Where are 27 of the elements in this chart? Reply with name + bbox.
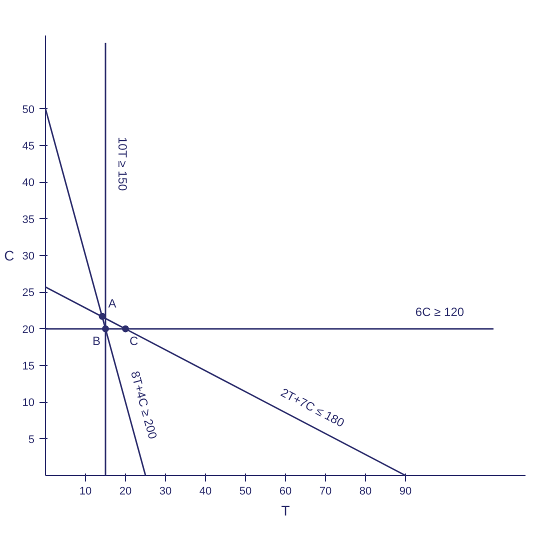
text: 8T+4C ≥ 200	[128, 370, 160, 441]
x-tick-label: 70	[319, 486, 332, 498]
x-axis-title: T	[281, 502, 290, 518]
series-label: 6C ≥ 120	[415, 304, 464, 319]
x-tick-label: 60	[279, 486, 292, 498]
text: 10T ≥ 150	[116, 137, 130, 192]
x-tick-label: 20	[119, 486, 132, 498]
y-tick-label: 25	[22, 287, 35, 300]
x-tick-label: 40	[199, 486, 212, 498]
y-tick-label: 45	[22, 140, 35, 152]
x-tick-label: 80	[359, 486, 372, 498]
y-tick-label: 50	[22, 104, 35, 116]
x-tick-label: 90	[399, 486, 412, 498]
y-tick-label: 20	[22, 324, 35, 336]
y-tick-label: 10	[22, 397, 35, 410]
y-tick-label: 5	[28, 434, 35, 446]
y-tick-label: 40	[22, 177, 35, 190]
x-tick-label: 30	[159, 486, 172, 498]
annotation: A	[108, 296, 116, 310]
annotation: C	[130, 334, 138, 348]
x-tick-label: 50	[239, 486, 252, 498]
y-tick-label: 35	[22, 214, 35, 226]
y-tick-label: 30	[22, 250, 35, 262]
x-tick-label: 10	[79, 486, 92, 498]
annotation: B	[92, 334, 101, 348]
y-tick-label: 15	[22, 360, 35, 372]
y-axis-title: C	[4, 248, 14, 264]
